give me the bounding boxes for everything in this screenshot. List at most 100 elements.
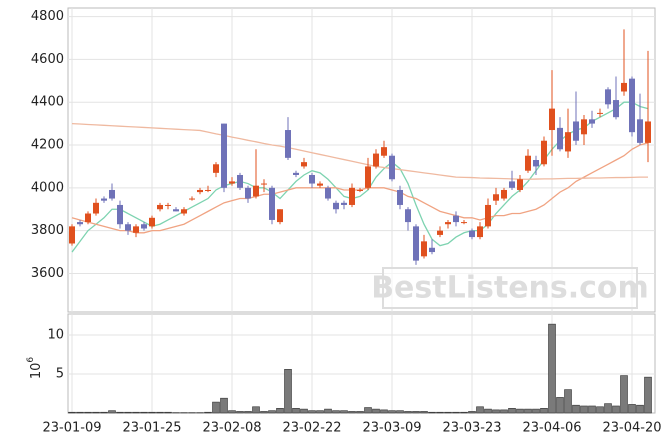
candle-body xyxy=(133,226,139,233)
candle-body xyxy=(389,155,395,180)
volume-bar xyxy=(340,410,348,414)
volume-bar xyxy=(628,404,636,414)
candle-body xyxy=(509,181,515,188)
candle-body xyxy=(109,189,115,199)
volume-bar xyxy=(444,411,452,414)
volume-bar xyxy=(236,411,244,414)
x-tick-label: 23-02-22 xyxy=(282,421,341,436)
candle-body xyxy=(277,209,283,223)
volume-bar xyxy=(140,411,148,414)
candle-body xyxy=(261,183,267,185)
volume-bar xyxy=(100,411,108,414)
x-tick-label: 23-01-09 xyxy=(42,421,101,436)
volume-bar xyxy=(524,408,532,414)
volume-bar xyxy=(452,411,460,414)
candle-body xyxy=(549,108,555,131)
watermark: BestListens.com xyxy=(371,271,649,306)
candle-body xyxy=(501,189,507,199)
candle-body xyxy=(453,215,459,223)
volume-bar xyxy=(612,405,620,414)
volume-bar xyxy=(428,411,436,414)
y-tick-label: 3800 xyxy=(31,223,64,238)
candle-body xyxy=(397,189,403,205)
volume-bar xyxy=(508,408,516,414)
volume-bar xyxy=(148,411,156,414)
volume-bar xyxy=(580,405,588,414)
candle-body xyxy=(101,198,107,201)
volume-axis-exponent: 6 xyxy=(26,357,36,363)
candle-body xyxy=(69,226,75,244)
candle-body xyxy=(517,179,523,190)
volume-bar xyxy=(68,411,76,414)
volume-bar xyxy=(604,403,612,414)
candle-body xyxy=(141,224,147,229)
moving-average-line xyxy=(71,122,648,180)
volume-bar xyxy=(244,411,252,414)
candle-body xyxy=(381,147,387,156)
candle-body xyxy=(77,222,83,225)
volume-bar xyxy=(540,408,548,414)
volume-bar xyxy=(116,411,124,414)
volume-bar xyxy=(356,411,364,414)
x-tick-label: 23-04-06 xyxy=(522,421,581,436)
candle-body xyxy=(429,247,435,253)
candle-body xyxy=(349,187,355,205)
y-tick-label: 4200 xyxy=(31,138,64,153)
candle-body xyxy=(189,198,195,200)
candle-body xyxy=(333,202,339,210)
volume-bar xyxy=(572,404,580,414)
volume-bar xyxy=(164,411,172,414)
candle-body xyxy=(469,230,475,238)
volume-bar xyxy=(388,410,396,414)
candle-body xyxy=(205,189,211,191)
candle-body xyxy=(533,160,539,167)
candle-body xyxy=(421,241,427,257)
candle-body xyxy=(629,78,635,133)
candle-body xyxy=(197,189,203,193)
candle-body xyxy=(573,121,579,141)
candle-body xyxy=(149,217,155,227)
candle-body xyxy=(405,209,411,223)
candle-body xyxy=(613,100,619,118)
candle-body xyxy=(293,172,299,175)
candle-body xyxy=(325,187,331,199)
candle-body xyxy=(365,166,371,188)
volume-bar xyxy=(364,407,372,414)
x-tick-label: 23-04-20 xyxy=(602,421,661,436)
x-tick-label: 23-01-25 xyxy=(122,421,181,436)
volume-bar xyxy=(404,411,412,414)
candle-body xyxy=(557,127,563,150)
volume-axis-base: 10 xyxy=(29,363,44,380)
candle-body xyxy=(485,204,491,227)
volume-bar xyxy=(292,408,300,414)
volume-bar xyxy=(564,389,572,414)
candle-body xyxy=(285,130,291,158)
candle-body xyxy=(605,89,611,105)
y-tick-label: 10 xyxy=(47,328,64,343)
volume-bar xyxy=(228,410,236,414)
candle-body xyxy=(221,123,227,188)
y-tick-label: 5 xyxy=(56,367,64,382)
moving-average-line xyxy=(71,101,649,253)
candle-body xyxy=(301,162,307,167)
x-tick-label: 23-03-23 xyxy=(442,421,501,436)
volume-bar xyxy=(252,406,260,414)
candle-body xyxy=(181,209,187,214)
volume-bar xyxy=(636,404,644,414)
volume-bar xyxy=(380,409,388,414)
candle-body xyxy=(245,187,251,199)
volume-bar xyxy=(644,376,652,414)
candle-body xyxy=(173,209,179,212)
volume-bar xyxy=(124,411,132,414)
volume-bar xyxy=(324,408,332,414)
candle-body xyxy=(157,204,163,210)
volume-bar xyxy=(76,411,84,414)
candle-body xyxy=(341,202,347,205)
price-frame xyxy=(67,7,656,313)
volume-bar xyxy=(260,411,268,414)
volume-bar xyxy=(276,408,284,414)
volume-bar xyxy=(492,409,500,414)
y-tick-label: 4800 xyxy=(31,9,64,24)
volume-bar xyxy=(596,406,604,414)
volume-bar xyxy=(556,397,564,414)
